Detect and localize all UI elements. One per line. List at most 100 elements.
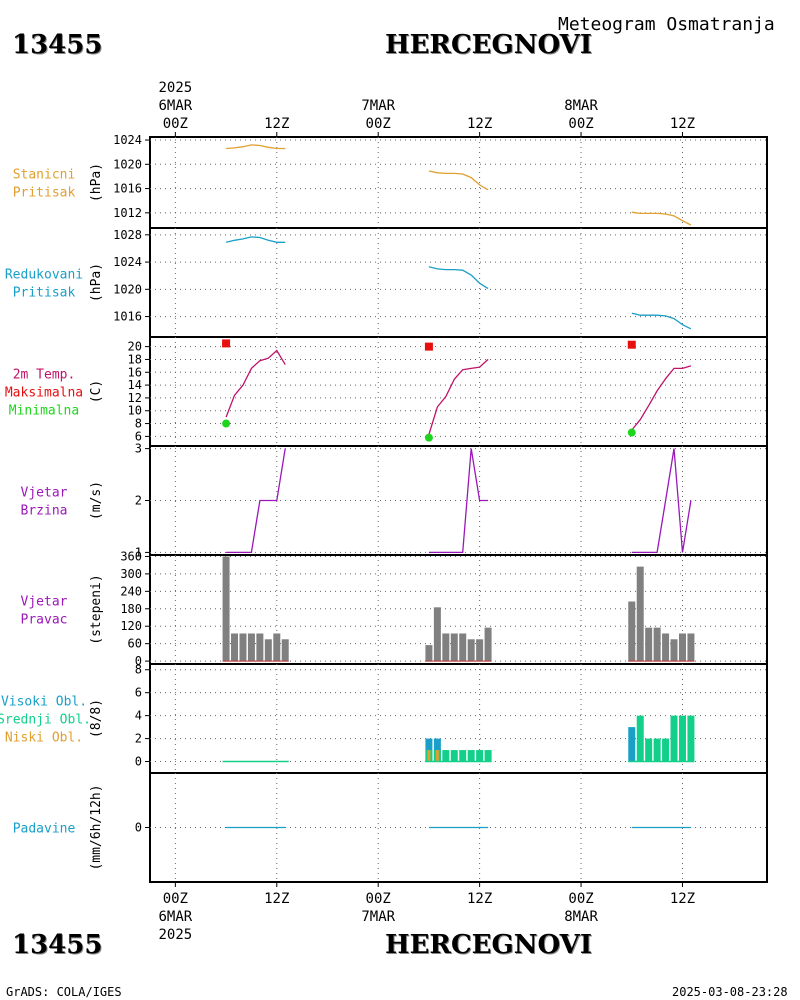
legend-label: Pravac [21, 613, 68, 628]
wind-dir-bar [264, 639, 272, 662]
tmin-marker [222, 419, 231, 428]
y-tick-label: 6 [135, 686, 142, 700]
wind-dir-bar [484, 627, 492, 662]
y-tick-label: 14 [128, 378, 142, 392]
legend-label: Minimalna [9, 404, 79, 419]
series-line [631, 312, 692, 330]
station-id-bottom: 13455 [12, 930, 103, 960]
legend-label: Pritisak [13, 186, 76, 201]
legend-label: Visoki Obl. [1, 695, 87, 710]
x-tick-label: 12Z [670, 891, 695, 907]
legend-label: Redukovani [5, 268, 83, 283]
x-tick-label: 00Z [163, 116, 188, 132]
series-line [428, 448, 489, 554]
y-tick-label: 12 [128, 391, 142, 405]
wind-dir-bar [273, 633, 281, 662]
chart-title: Meteogram Osmatranja [558, 14, 775, 35]
x-year-label: 2025 [158, 80, 192, 96]
tmax-marker [424, 342, 433, 351]
legend-label: Vjetar [21, 595, 68, 610]
legend-label: 2m Temp. [13, 368, 76, 383]
mid-cloud-bar [459, 750, 467, 762]
panel-frame [149, 445, 768, 556]
mid-cloud-bar [645, 738, 653, 762]
y-tick-label: 180 [120, 602, 142, 616]
panel-wind_speed: 1 2 3 (m/s) Vjetar Brzina [21, 442, 768, 559]
x-year-label: 2025 [158, 927, 192, 943]
wind-dir-bar [476, 639, 484, 662]
y-tick-label: 0 [135, 755, 142, 769]
panel-station_pressure: 1012 1016 1020 1024 (hPa) Stanicni Pritisak [13, 133, 768, 229]
panel-reduced_pressure: 1016 1020 1024 1028 (hPa) Redukovani Pritisak [5, 227, 768, 338]
legend-label: Vjetar [21, 486, 68, 501]
wind-dir-bar [247, 633, 255, 662]
series-line [428, 358, 489, 435]
y-tick-label: 1 [135, 545, 142, 559]
legend-label: Srednji Obl. [0, 713, 91, 728]
x-date-label: 8MAR [564, 909, 598, 925]
wind-dir-bar [281, 639, 289, 662]
series-line [428, 170, 489, 191]
y-tick-label: 3 [135, 442, 142, 456]
x-date-label: 7MAR [361, 909, 395, 925]
y-tick-label: 1024 [113, 133, 142, 147]
wind-dir-bar [239, 633, 247, 662]
wind-dir-bar [645, 627, 653, 662]
series-line [226, 144, 286, 150]
mid-cloud-bar [653, 738, 661, 762]
mid-cloud-bar [484, 750, 492, 762]
panel-precipitation: 0 (mm/6h/12h) Padavine [13, 772, 768, 883]
wind-dir-bar [636, 566, 644, 662]
wind-dir-bar [425, 645, 433, 662]
panel-frame [149, 227, 768, 338]
wind-dir-bar [678, 633, 686, 662]
series-line [225, 236, 286, 243]
legend-label: Pritisak [13, 286, 76, 301]
x-tick-label: 12Z [670, 116, 695, 132]
low-cloud-bar [435, 750, 439, 762]
legend-label: Stanicni [13, 168, 76, 183]
tmax-marker [627, 340, 636, 349]
wind-dir-bar [687, 633, 695, 662]
panel-wind_direction: 0 60 120 180 240 300 360 (stepeni) Vjetar Pravac [21, 549, 768, 668]
grads-credit: GrADS: COLA/IGES [6, 985, 122, 999]
y-tick-label: 1016 [113, 182, 142, 196]
x-tick-label: 00Z [366, 116, 391, 132]
y-tick-label: 1024 [113, 255, 142, 269]
series-line [631, 365, 692, 431]
mid-cloud-bar [450, 750, 458, 762]
y-axis-label: (mm/6h/12h) [89, 784, 104, 870]
y-axis-label: (C) [89, 380, 104, 403]
mid-cloud-bar [442, 750, 450, 762]
panel-cloud_cover: 0 2 4 6 8 (8/8)Visoki Obl. Srednji Obl. Niski O… [0, 663, 768, 774]
wind-dir-bar [450, 633, 458, 662]
series-line [631, 448, 692, 554]
legend-label: Maksimalna [5, 386, 83, 401]
y-tick-label: 1020 [113, 157, 142, 171]
x-tick-label: 12Z [467, 116, 492, 132]
x-date-label: 6MAR [158, 909, 192, 925]
series-line [225, 349, 286, 418]
x-date-label: 6MAR [158, 98, 192, 114]
y-tick-label: 1012 [113, 206, 142, 220]
y-tick-label: 18 [128, 352, 142, 366]
y-tick-label: 6 [135, 429, 142, 443]
wind-dir-bar [231, 633, 239, 662]
mid-cloud-bar [678, 715, 686, 762]
legend-label: Padavine [13, 822, 76, 837]
x-tick-label: 12Z [264, 891, 289, 907]
panel-frame [149, 336, 768, 447]
y-tick-label: 240 [120, 584, 142, 598]
station-id-top: 13455 [12, 30, 103, 60]
station-name-top: HERCEGNOVI [385, 30, 592, 60]
wind-dir-bar [222, 556, 230, 662]
mid-cloud-bar [662, 738, 670, 762]
y-tick-label: 20 [128, 340, 142, 354]
y-tick-label: 1016 [113, 310, 142, 324]
y-axis-label: (hPa) [89, 163, 104, 202]
x-tick-label: 00Z [163, 891, 188, 907]
wind-dir-bar [442, 633, 450, 662]
wind-dir-bar [662, 633, 670, 662]
